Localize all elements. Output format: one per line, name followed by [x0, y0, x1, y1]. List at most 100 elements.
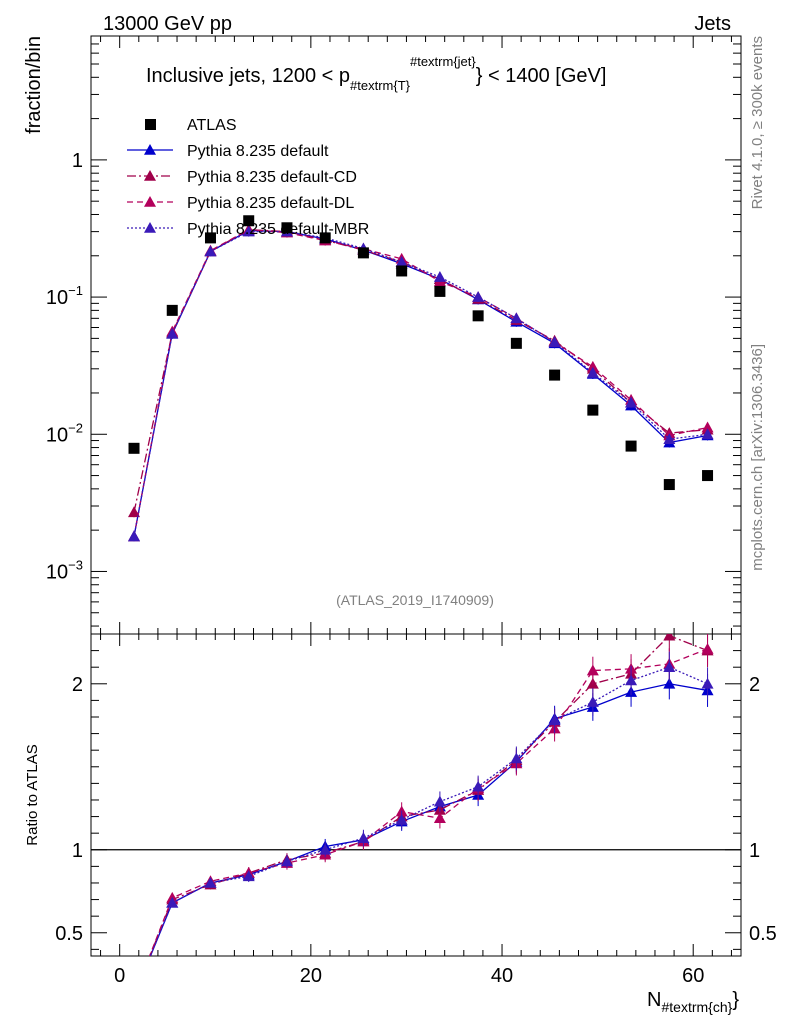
- ratio-tick-label: 0.5: [55, 923, 83, 945]
- ratio-tick-label-right: 1: [749, 840, 760, 862]
- ratio-series-default: [149, 668, 714, 956]
- legend-label-cd: Pythia 8.235 default-CD: [187, 169, 357, 186]
- ratio-marker-dl: [586, 664, 599, 676]
- marker-mbr: [395, 256, 408, 267]
- ratio-marker-mbr: [472, 780, 485, 792]
- marker-dl: [701, 421, 714, 433]
- atlas-point: [166, 304, 178, 316]
- atlas-point: [472, 310, 484, 322]
- energy-label: 13000 GeV pp: [103, 13, 232, 35]
- marker-mbr: [204, 245, 217, 257]
- ratio-marker-dl: [701, 642, 714, 654]
- marker-dl: [586, 360, 599, 372]
- ratio-marker-dl: [433, 812, 446, 824]
- y-tick-label: 1: [72, 150, 83, 172]
- ratio-series-mbr: [149, 651, 714, 956]
- series-line-mbr: [133, 230, 708, 537]
- title-sub: #textrm{T}: [350, 78, 411, 93]
- y-axis-label: fraction/bin: [23, 36, 45, 134]
- ratio-marker-mbr: [625, 674, 638, 686]
- atlas-point: [510, 337, 522, 349]
- x-tick-label: 60: [682, 965, 704, 987]
- atlas-point: [319, 232, 331, 244]
- atlas-point: [357, 247, 369, 259]
- plot-title: Inclusive jets, 1200 < p#textrm{T} #textr…: [146, 54, 606, 93]
- main-series: [128, 215, 714, 542]
- ratio-y-axis-label: Ratio to ATLAS: [24, 744, 41, 845]
- atlas-point: [396, 265, 408, 277]
- legend-label-mbr: Pythia 8.235 default-MBR: [187, 221, 369, 238]
- ratio-line-mbr: [149, 666, 708, 956]
- marker-cd: [128, 506, 141, 518]
- legend-marker-cd: [144, 170, 156, 181]
- x-label-sub: #textrm{ch}: [661, 999, 732, 1015]
- ratio-marker-mbr: [395, 813, 408, 825]
- legend-marker-dl: [144, 196, 156, 207]
- atlas-point: [702, 470, 714, 482]
- atlas-point: [549, 369, 561, 381]
- ratio-marker-mbr: [319, 843, 332, 855]
- rivet-label: Rivet 4.1.0, ≥ 300k events: [749, 36, 766, 209]
- ratio-series: [148, 634, 714, 956]
- marker-mbr: [472, 291, 485, 302]
- y-tick-exp: −1: [68, 283, 83, 298]
- marker-mbr: [128, 530, 141, 542]
- legend-marker-atlas: [145, 119, 156, 130]
- marker-mbr: [242, 225, 255, 237]
- legend-marker-mbr: [144, 222, 156, 233]
- x-tick-label: 0: [114, 965, 125, 987]
- y-tick-exp: −2: [68, 420, 83, 435]
- atlas-point: [281, 222, 293, 234]
- atlas-point: [204, 232, 216, 244]
- ratio-marker-mbr: [357, 832, 370, 843]
- atlas-point: [243, 215, 255, 227]
- ratio-tick-label: 2: [72, 674, 83, 696]
- ratio-marker-cd: [663, 634, 676, 641]
- atlas-point: [663, 479, 675, 491]
- legend-label-atlas: ATLAS: [187, 117, 237, 134]
- category-label: Jets: [694, 13, 731, 35]
- ratio-line-cd: [149, 634, 708, 956]
- y-tick-label: 10−3: [46, 557, 83, 583]
- atlas-point: [128, 442, 140, 454]
- ratio-marker-mbr: [586, 696, 599, 707]
- ratio-tick-label-right: 0.5: [749, 923, 777, 945]
- ratio-series-cd: [149, 634, 714, 956]
- legend: ATLAS Pythia 8.235 default Pythia 8.235 de…: [127, 117, 369, 238]
- y-tick-base: 1: [72, 150, 83, 172]
- svg-text:Inclusive jets, 1200 < p#textr: Inclusive jets, 1200 < p#textrm{T} #textr…: [146, 54, 606, 93]
- x-tick-label: 40: [491, 965, 513, 987]
- y-tick-exp: −3: [68, 557, 83, 572]
- ratio-marker-mbr: [166, 896, 179, 908]
- source-label: mcplots.cern.ch [arXiv:1306.3436]: [749, 344, 766, 571]
- marker-mbr: [166, 327, 179, 339]
- x-label-main: N: [647, 989, 661, 1011]
- marker-mbr: [586, 366, 599, 378]
- ratio-tick-label: 1: [72, 840, 83, 862]
- title-prefix: Inclusive jets, 1200 < p: [146, 65, 350, 87]
- legend-marker-default: [144, 144, 156, 155]
- x-axis-label: N#textrm{ch}}: [647, 989, 739, 1015]
- ratio-tick-label-right: 2: [749, 674, 760, 696]
- marker-mbr: [433, 271, 446, 282]
- y-tick-label: 10−2: [46, 420, 83, 446]
- title-sup: #textrm{jet}: [410, 54, 476, 69]
- ratio-plot-frame: [90, 633, 742, 957]
- marker-mbr: [548, 336, 561, 347]
- ratio-marker-mbr: [701, 677, 714, 689]
- atlas-point: [625, 440, 637, 452]
- ratio-marker-mbr: [510, 752, 523, 764]
- marker-mbr: [701, 428, 714, 440]
- ratio-line-default: [149, 683, 708, 956]
- y-tick-label: 10−1: [46, 283, 83, 309]
- legend-label-dl: Pythia 8.235 default-DL: [187, 195, 354, 212]
- y-tick-base: 10: [46, 287, 68, 309]
- y-tick-base: 10: [46, 561, 68, 583]
- title-suffix: } < 1400 [GeV]: [476, 65, 607, 87]
- legend-label-default: Pythia 8.235 default: [187, 143, 329, 160]
- analysis-label: (ATLAS_2019_I1740909): [336, 592, 494, 608]
- ratio-marker-mbr: [242, 870, 255, 882]
- ratio-marker-mbr: [548, 714, 561, 726]
